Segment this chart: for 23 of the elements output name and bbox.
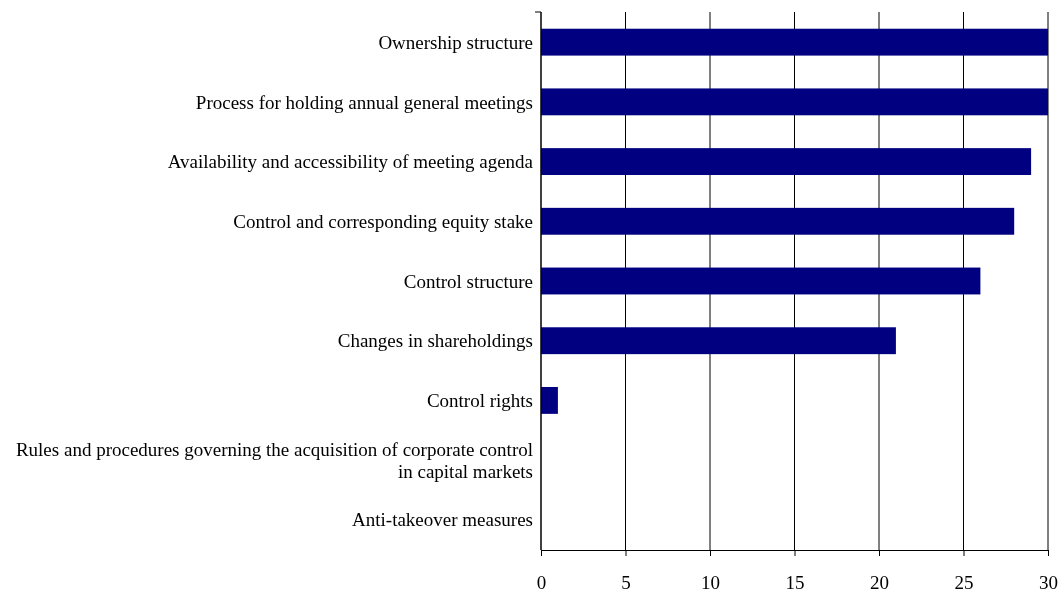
x-tick-label: 5: [621, 572, 631, 594]
x-tick-label: 20: [870, 572, 889, 594]
y-tick-label: Anti-takeover measures: [352, 509, 533, 531]
y-tick-label: Control structure: [403, 270, 533, 292]
bar: [541, 267, 981, 295]
y-tick-label: Control and corresponding equity stake: [233, 210, 533, 232]
bar: [541, 148, 1032, 176]
y-tick-label: Ownership structure: [378, 31, 533, 53]
bar: [541, 386, 558, 414]
x-tick-label: 15: [785, 572, 805, 594]
y-tick-label: Process for holding annual general meetings: [195, 91, 533, 113]
bar: [541, 28, 1048, 56]
bar: [541, 88, 1048, 116]
x-tick-label: 30: [1039, 572, 1058, 594]
y-tick-label: Changes in shareholdings: [337, 330, 533, 352]
x-tick-label: 10: [701, 572, 720, 594]
x-tick-label: 0: [536, 572, 547, 594]
y-tick-label: Availability and accessibility of meeting agenda: [167, 151, 534, 173]
y-tick-label: Rules and procedures governing the acquisition of corporate control in capital markets: [15, 438, 533, 482]
y-tick-label: Control rights: [426, 390, 533, 412]
bar: [541, 327, 896, 355]
bar: [541, 207, 1015, 235]
x-tick-label: 25: [954, 572, 974, 594]
